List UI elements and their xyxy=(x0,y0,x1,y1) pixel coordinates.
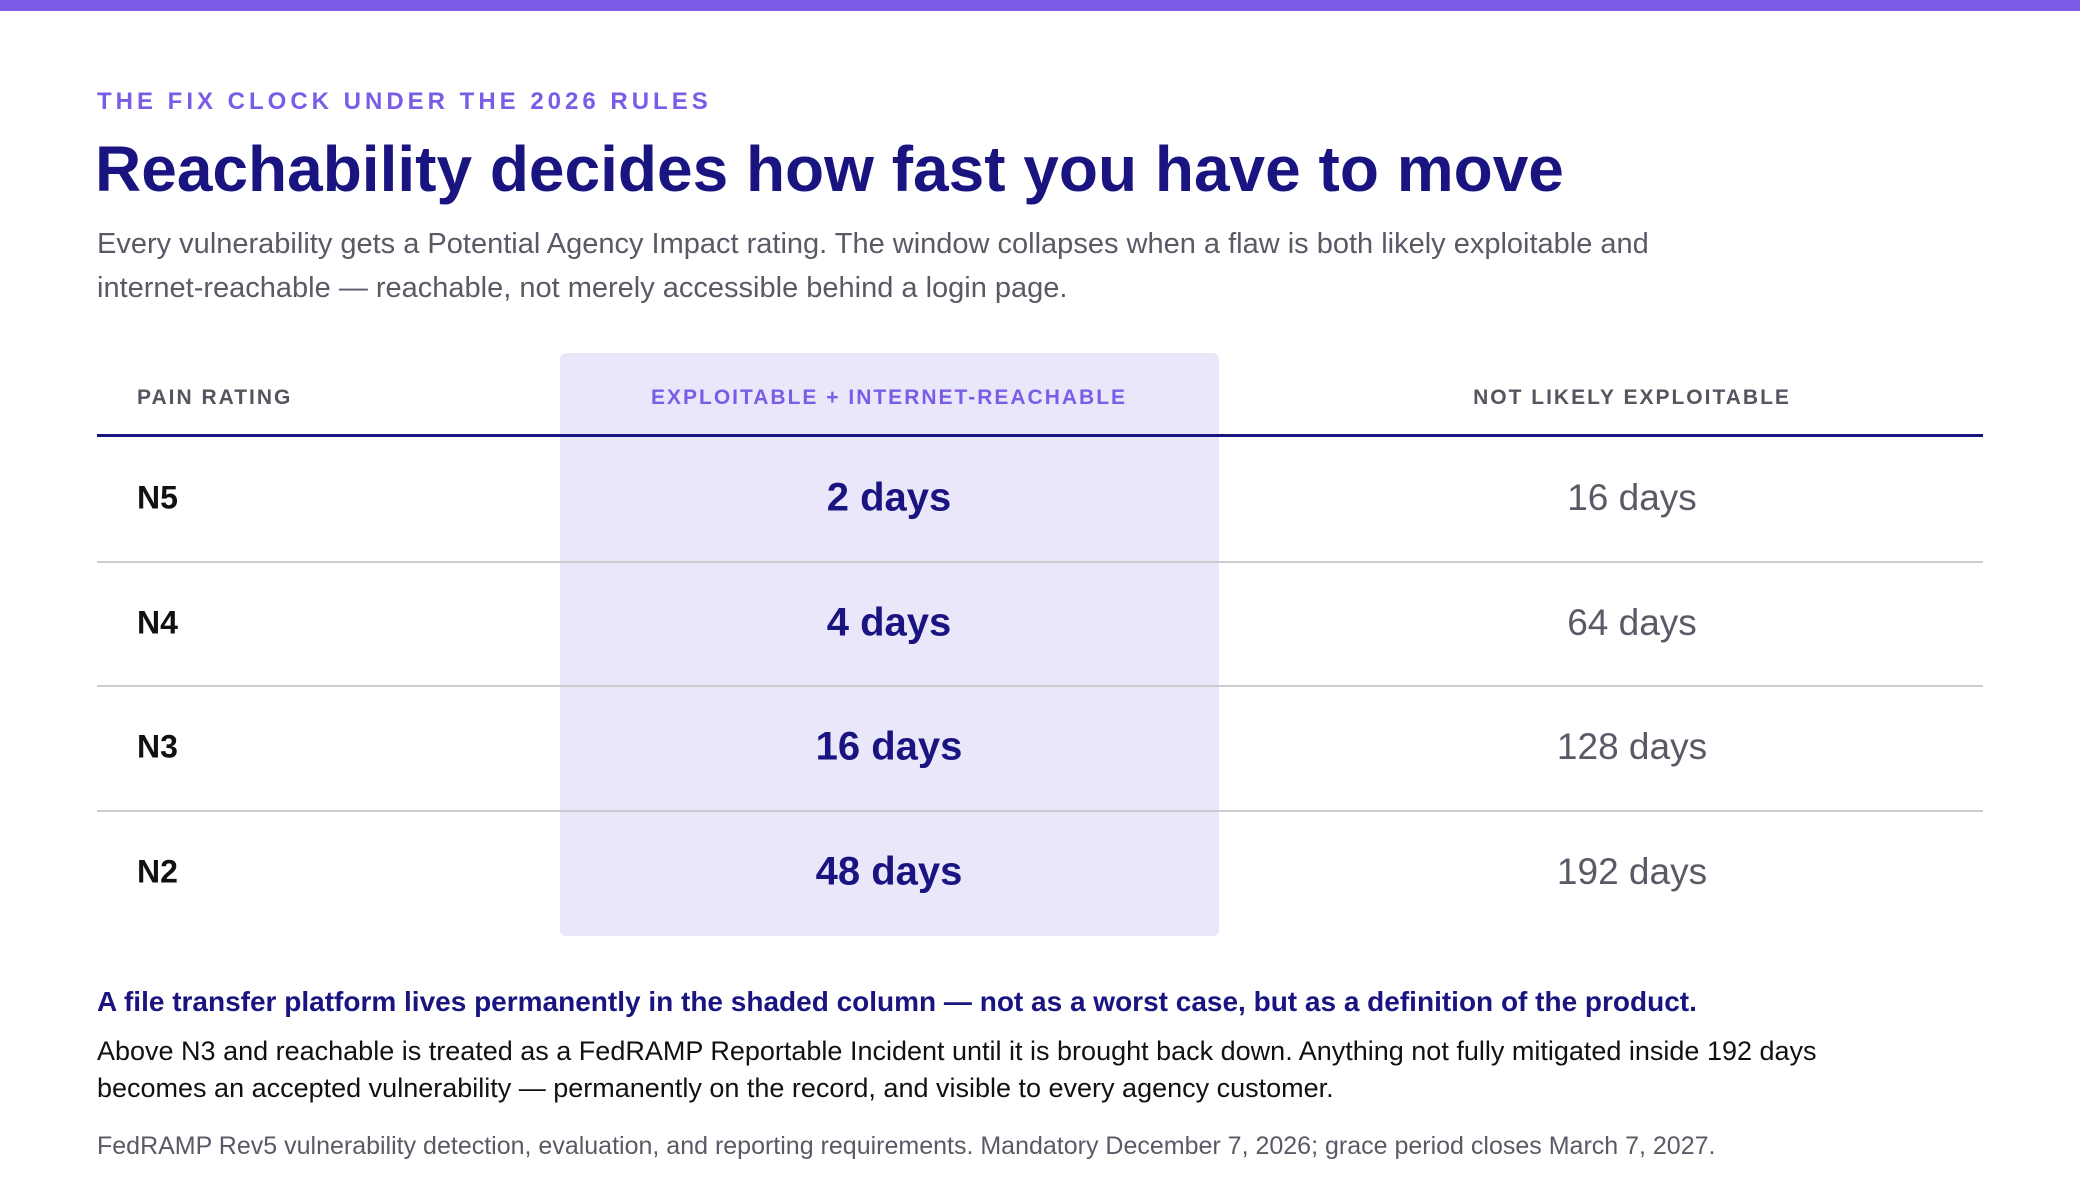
eyebrow: THE FIX CLOCK UNDER THE 2026 RULES xyxy=(97,88,712,115)
header-rule xyxy=(97,434,1983,437)
row-divider xyxy=(97,685,1983,687)
highlight-column xyxy=(560,353,1219,936)
table-cell: N3 xyxy=(137,728,178,765)
row-divider xyxy=(97,809,1983,812)
column-header: EXPLOITABLE + INTERNET-REACHABLE xyxy=(650,386,1128,409)
table-cell: N5 xyxy=(137,479,178,516)
table-cell: 4 days xyxy=(826,600,952,645)
column-header: NOT LIKELY EXPLOITABLE xyxy=(1473,386,1791,409)
table-cell: 16 days xyxy=(1567,477,1697,519)
table-cell: 128 days xyxy=(1556,726,1708,768)
table-cell: 192 days xyxy=(1556,850,1708,892)
table-cell: 48 days xyxy=(815,849,963,894)
title: Reachability decides how fast you have t… xyxy=(95,133,1564,205)
table-cell: 2 days xyxy=(826,475,952,520)
table-cell: N2 xyxy=(137,853,178,890)
top-bar xyxy=(0,0,2080,11)
subtitle: Every vulnerability gets a Potential Age… xyxy=(97,228,1649,304)
table-cell: 64 days xyxy=(1567,601,1697,643)
column-header: PAIN RATING xyxy=(137,386,293,409)
note-headline: A file transfer platform lives permanent… xyxy=(97,986,1697,1017)
note-body: Above N3 and reachable is treated as a F… xyxy=(97,1036,1817,1103)
table-cell: 16 days xyxy=(815,724,963,769)
table-cell: N4 xyxy=(137,604,178,641)
footnote: FedRAMP Rev5 vulnerability detection, ev… xyxy=(97,1132,1716,1160)
row-divider xyxy=(97,560,1983,563)
